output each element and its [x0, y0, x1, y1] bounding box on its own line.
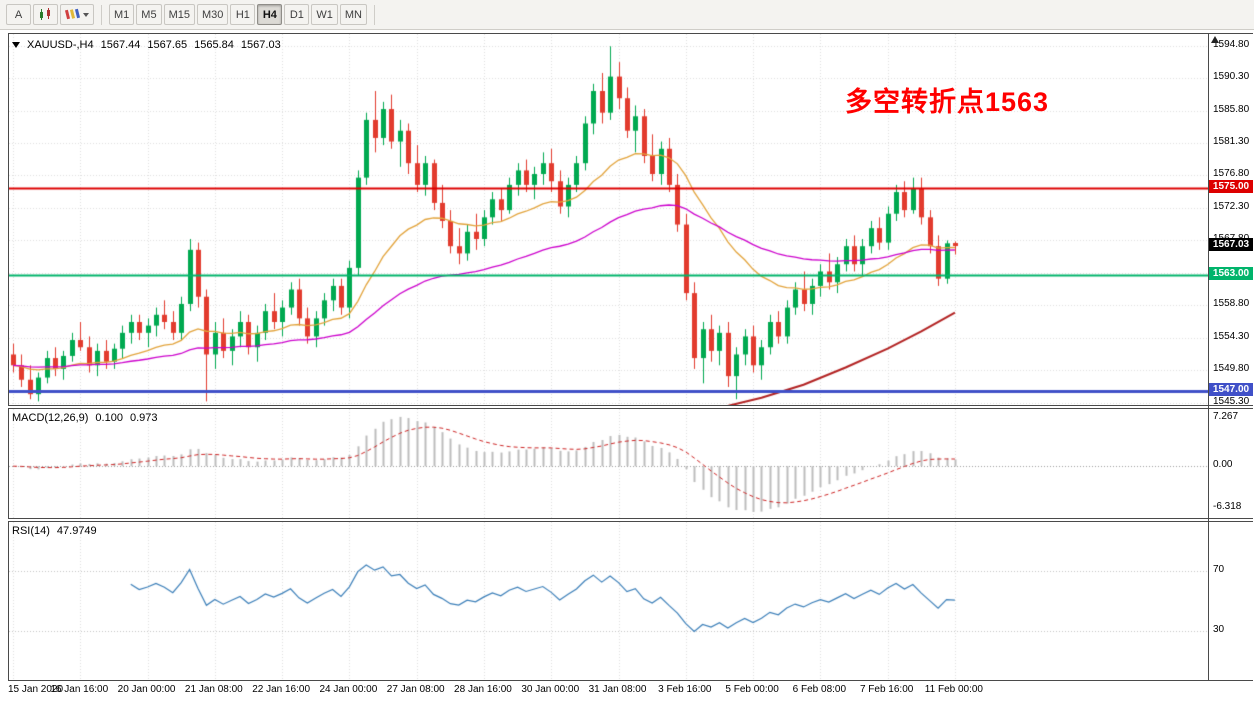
rsi-canvas[interactable]	[9, 522, 1209, 680]
timeframe-button-m15[interactable]: M15	[163, 4, 195, 25]
time-axis-label: 27 Jan 08:00	[386, 684, 445, 695]
timeframe-button-h4[interactable]: H4	[257, 4, 283, 25]
timeframe-button-d1[interactable]: D1	[284, 4, 310, 25]
time-axis-label: 6 Feb 08:00	[792, 684, 847, 695]
time-axis-label: 3 Feb 16:00	[658, 684, 712, 695]
toolbar-separator	[101, 4, 102, 25]
crayons-icon	[65, 8, 80, 20]
chart-legend: XAUUSD-,H4 1567.44 1567.65 1565.84 1567.…	[12, 39, 281, 51]
time-axis-label: 22 Jan 16:00	[252, 684, 311, 695]
time-axis-label: 24 Jan 00:00	[319, 684, 378, 695]
macd-name: MACD(12,26,9)	[12, 412, 89, 424]
macd-value-signal: 0.973	[129, 412, 158, 424]
timeframe-button-m1[interactable]: M1	[109, 4, 135, 25]
time-axis-label: 5 Feb 00:00	[725, 684, 779, 695]
timeframe-button-m30[interactable]: M30	[196, 4, 229, 25]
legend-high: 1567.65	[147, 39, 188, 51]
time-axis-label: 31 Jan 08:00	[588, 684, 647, 695]
price-scale-separator[interactable]	[1208, 33, 1209, 681]
colors-button[interactable]	[60, 4, 94, 25]
timeframe-button-w1[interactable]: W1	[311, 4, 338, 25]
timeframe-button-h1[interactable]: H1	[230, 4, 256, 25]
timeframe-button-mn[interactable]: MN	[339, 4, 367, 25]
time-axis-label: 11 Feb 00:00	[924, 684, 984, 695]
toolbar-separator	[373, 4, 375, 25]
toolbar: A M1 M5 M15 M30 H1 H4 D1 W1 MN	[0, 0, 1254, 30]
macd-panel	[8, 408, 1253, 519]
candlestick-chart-icon	[40, 8, 50, 20]
macd-canvas[interactable]	[9, 409, 1209, 518]
text-tool-label: A	[14, 8, 23, 21]
time-axis-label: 20 Jan 00:00	[117, 684, 176, 695]
triangle-down-icon[interactable]	[12, 42, 20, 48]
legend-open: 1567.44	[100, 39, 141, 51]
legend-low: 1565.84	[194, 39, 234, 51]
macd-indicator-label: MACD(12,26,9) 0.100 0.973	[12, 412, 157, 424]
legend-symbol-period: XAUUSD-,H4	[27, 39, 94, 51]
rsi-value: 47.9749	[56, 525, 97, 537]
rsi-indicator-label: RSI(14) 47.9749	[12, 525, 97, 537]
rsi-name: RSI(14)	[12, 525, 50, 537]
time-axis-label: 30 Jan 00:00	[521, 684, 580, 695]
legend-close: 1567.03	[240, 39, 281, 51]
chart-annotation[interactable]: 多空转折点1563	[845, 87, 1050, 117]
text-tool-button[interactable]: A	[6, 4, 31, 25]
time-axis-label: 7 Feb 16:00	[859, 684, 914, 695]
time-axis-label: 21 Jan 08:00	[184, 684, 243, 695]
timeframe-button-m5[interactable]: M5	[136, 4, 162, 25]
macd-value-main: 0.100	[95, 412, 123, 424]
main-chart-panel	[8, 33, 1253, 406]
time-axis-label: 28 Jan 16:00	[454, 684, 512, 695]
time-axis-label: 16 Jan 16:00	[50, 684, 109, 695]
time-axis-label: 15 Jan 2020	[8, 684, 64, 695]
rsi-panel	[8, 521, 1253, 681]
timeframe-button-group: M1 M5 M15 M30 H1 H4 D1 W1 MN	[109, 4, 367, 25]
chevron-down-icon	[83, 12, 89, 17]
triangle-up-icon	[1211, 36, 1219, 43]
main-chart-canvas[interactable]	[9, 34, 1209, 405]
chart-type-button[interactable]	[33, 4, 58, 25]
